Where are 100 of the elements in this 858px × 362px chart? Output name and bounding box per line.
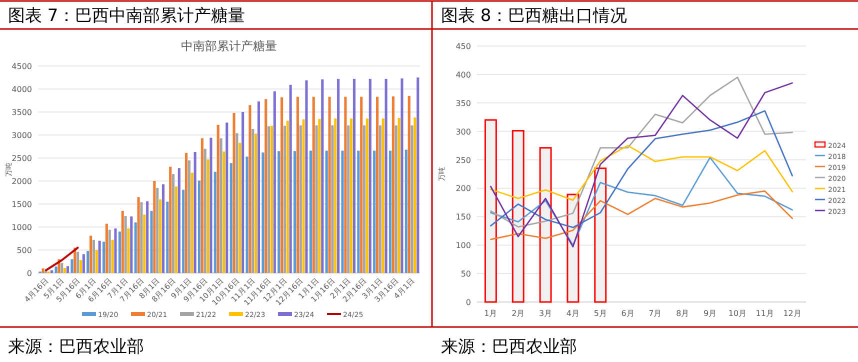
- bar: [334, 118, 337, 273]
- bar: [414, 118, 416, 273]
- bar: [114, 228, 117, 273]
- bar: [242, 112, 244, 273]
- bar: [273, 91, 276, 273]
- bar: [102, 242, 106, 273]
- bar: [378, 125, 382, 273]
- bar: [214, 172, 216, 273]
- bar: [108, 230, 111, 273]
- bar: [331, 125, 334, 273]
- x-tick-label: 4月: [566, 309, 580, 318]
- bar: [347, 125, 350, 273]
- bar: [182, 190, 185, 273]
- bar: [82, 254, 85, 273]
- bar: [352, 78, 356, 273]
- bar: [50, 270, 54, 273]
- bar: [357, 150, 360, 273]
- y-tick-label: 3000: [12, 131, 32, 140]
- bar: [42, 268, 44, 273]
- bar: [153, 181, 156, 273]
- y-tick-label: 300: [456, 127, 471, 136]
- bar: [283, 126, 286, 273]
- bar: [188, 160, 190, 273]
- bar: [318, 118, 321, 273]
- bar: [95, 250, 98, 273]
- bar: [174, 186, 178, 273]
- bar: [373, 150, 376, 273]
- bar: [398, 118, 400, 273]
- bar: [344, 96, 347, 273]
- y-tick-label: 450: [456, 42, 471, 51]
- y-tick-label: 2500: [12, 154, 32, 163]
- y-tick-label: 2000: [12, 177, 32, 186]
- y-tick-label: 100: [456, 241, 471, 250]
- x-tick-label: 8月: [676, 309, 690, 318]
- bar: [98, 240, 101, 273]
- x-tick-label: 1月: [484, 309, 498, 318]
- bar: [137, 197, 140, 273]
- bar: [341, 150, 344, 273]
- bar: [60, 262, 64, 273]
- x-tick-label: 11月: [756, 309, 774, 318]
- x-tick-label: 9月: [703, 309, 717, 318]
- bar: [198, 180, 201, 273]
- bar: [280, 97, 284, 273]
- bar: [328, 96, 331, 273]
- bar: [321, 79, 324, 273]
- y-tick-label: 0: [466, 298, 471, 307]
- y-tick-label: 3500: [12, 108, 32, 117]
- source-note: 来源：巴西农业部: [441, 337, 577, 357]
- bar: [220, 138, 222, 273]
- bar: [64, 268, 66, 273]
- bar: [312, 96, 315, 273]
- bar: [185, 152, 188, 273]
- bar: [166, 202, 169, 273]
- bar: [210, 138, 212, 273]
- bar: [66, 266, 70, 273]
- bar: [92, 240, 95, 273]
- bar: [226, 122, 228, 273]
- bar: [194, 152, 196, 273]
- chart-subtitle: 中南部累计产糖量: [181, 39, 277, 53]
- bar: [111, 240, 114, 273]
- bar: [388, 150, 392, 273]
- y-tick-label: 500: [16, 246, 32, 255]
- line-series: [490, 110, 793, 228]
- bar: [216, 124, 220, 273]
- bar: [360, 96, 363, 273]
- bar: [206, 159, 210, 273]
- bar: [278, 151, 280, 273]
- y-tick-label: 200: [456, 184, 471, 194]
- bar: [162, 184, 165, 273]
- bar: [408, 96, 410, 273]
- bar: [222, 152, 226, 273]
- bar: [246, 156, 248, 273]
- line-series: [490, 156, 793, 246]
- bar: [248, 105, 252, 273]
- x-tick-label: 7月: [648, 309, 662, 318]
- bar: [252, 129, 254, 273]
- y-tick-label: 150: [456, 212, 471, 222]
- bar: [315, 125, 318, 273]
- bar: [118, 232, 121, 273]
- bar: [296, 96, 299, 273]
- bar: [416, 78, 420, 273]
- bar: [238, 142, 242, 273]
- bar: [105, 224, 108, 273]
- y-tick-label: 400: [456, 70, 471, 80]
- bar: [363, 125, 366, 273]
- bar: [368, 78, 372, 273]
- y-tick-label: 350: [456, 98, 471, 108]
- y-tick-label: 1500: [12, 200, 32, 209]
- bar: [289, 84, 292, 273]
- y-tick-label: 0: [26, 269, 32, 278]
- x-tick-label: 12月: [783, 309, 802, 318]
- bar: [70, 259, 74, 273]
- bar: [90, 236, 92, 273]
- bar: [270, 126, 273, 273]
- bar: [254, 134, 258, 273]
- bar: [305, 80, 308, 273]
- bar: [79, 260, 82, 273]
- bar: [140, 202, 143, 273]
- x-tick-label: 6月: [621, 309, 634, 318]
- bar: [121, 210, 124, 273]
